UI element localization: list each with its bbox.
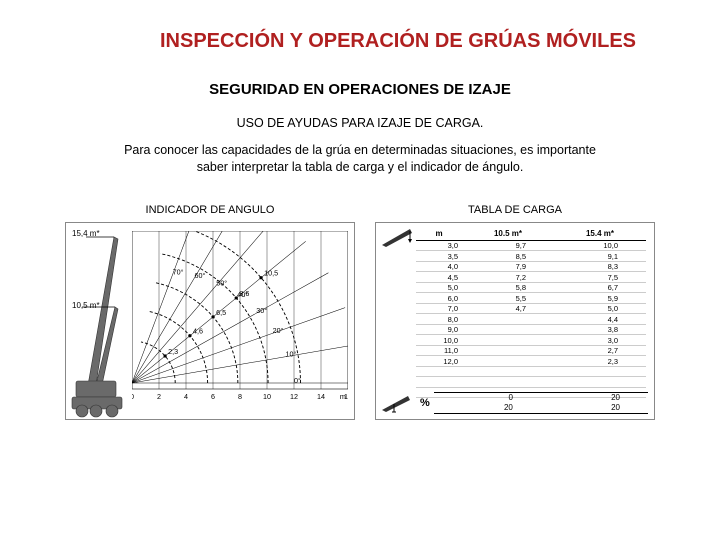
figure-load-table: TABLA DE CARGA m 10.5 m* 15.4 m* 3,09,71… [375,204,655,420]
figure-angle-indicator: INDICADOR DE ANGULO 15,4 m* 10,5 m* [65,204,355,420]
svg-text:10: 10 [263,393,271,401]
crane-silhouette [68,225,128,417]
col-1: 10.5 m* [462,227,554,240]
svg-text:8: 8 [238,393,242,401]
svg-text:m: m [340,393,346,401]
svg-text:8,6: 8,6 [239,290,249,298]
load-table-header: m 10.5 m* 15.4 m* [416,227,646,241]
table-row: 11,02,7 [416,346,646,357]
load-table-graphic: m 10.5 m* 15.4 m* 3,09,710,03,58,59,14,0… [375,222,655,420]
load-caption: TABLA DE CARGA [375,204,655,216]
pct-strip: % 0 20 20 20 [380,391,648,415]
table-row: 5,05,86,7 [416,283,646,294]
page-subtitle: SEGURIDAD EN OPERACIONES DE IZAJE [50,81,670,98]
table-row: 3,09,710,0 [416,241,646,252]
table-row: 10,03,0 [416,335,646,346]
table-row: 9,03,8 [416,325,646,336]
svg-text:6,5: 6,5 [216,309,226,317]
table-row: 4,07,98,3 [416,262,646,273]
table-row: ... [416,377,646,388]
intro-paragraph: Para conocer las capacidades de la grúa … [120,142,600,176]
svg-text:60°: 60° [194,272,205,280]
angle-graphic: 15,4 m* 10,5 m* [65,222,355,420]
page-subheading: USO DE AYUDAS PARA IZAJE DE CARGA. [50,116,670,130]
pct-left: 0 20 [434,392,541,414]
table-row: 8,04,4 [416,314,646,325]
svg-text:6: 6 [211,393,215,401]
figures-row: INDICADOR DE ANGULO 15,4 m* 10,5 m* [50,204,670,420]
col-2: 15.4 m* [554,227,646,240]
svg-text:70°: 70° [173,268,184,276]
svg-text:0: 0 [132,393,134,401]
svg-text:20°: 20° [273,327,284,335]
table-row: ... [416,367,646,378]
table-row: 4,57,27,5 [416,272,646,283]
svg-text:4: 4 [184,393,188,401]
col-m: m [416,227,462,240]
svg-text:14: 14 [317,393,325,401]
svg-text:12: 12 [290,393,298,401]
page-title: INSPECCIÓN Y OPERACIÓN DE GRÚAS MÓVILES [160,30,670,53]
table-row: 7,04,75,0 [416,304,646,315]
table-row: 6,05,55,9 [416,293,646,304]
svg-text:2: 2 [157,393,161,401]
svg-text:0°: 0° [294,377,301,385]
angle-chart: 0246810121416m70°60°50°40°30°20°10°0°10,… [132,231,348,401]
svg-text:4,6: 4,6 [193,328,203,336]
load-table: m 10.5 m* 15.4 m* 3,09,710,03,58,59,14,0… [416,227,646,399]
svg-text:30°: 30° [256,307,267,315]
boom-icon [380,225,414,249]
angle-caption: INDICADOR DE ANGULO [65,204,355,216]
table-row: 3,58,59,1 [416,251,646,262]
table-row: 12,02,3 [416,356,646,367]
pct-right: 20 20 [541,392,648,414]
pct-boom-icon [380,392,414,414]
pct-symbol: % [420,397,430,409]
svg-text:10,5: 10,5 [264,270,278,278]
svg-text:2,3: 2,3 [168,348,178,356]
load-table-body: 3,09,710,03,58,59,14,07,98,34,57,27,55,0… [416,241,646,399]
svg-text:10°: 10° [285,351,296,359]
